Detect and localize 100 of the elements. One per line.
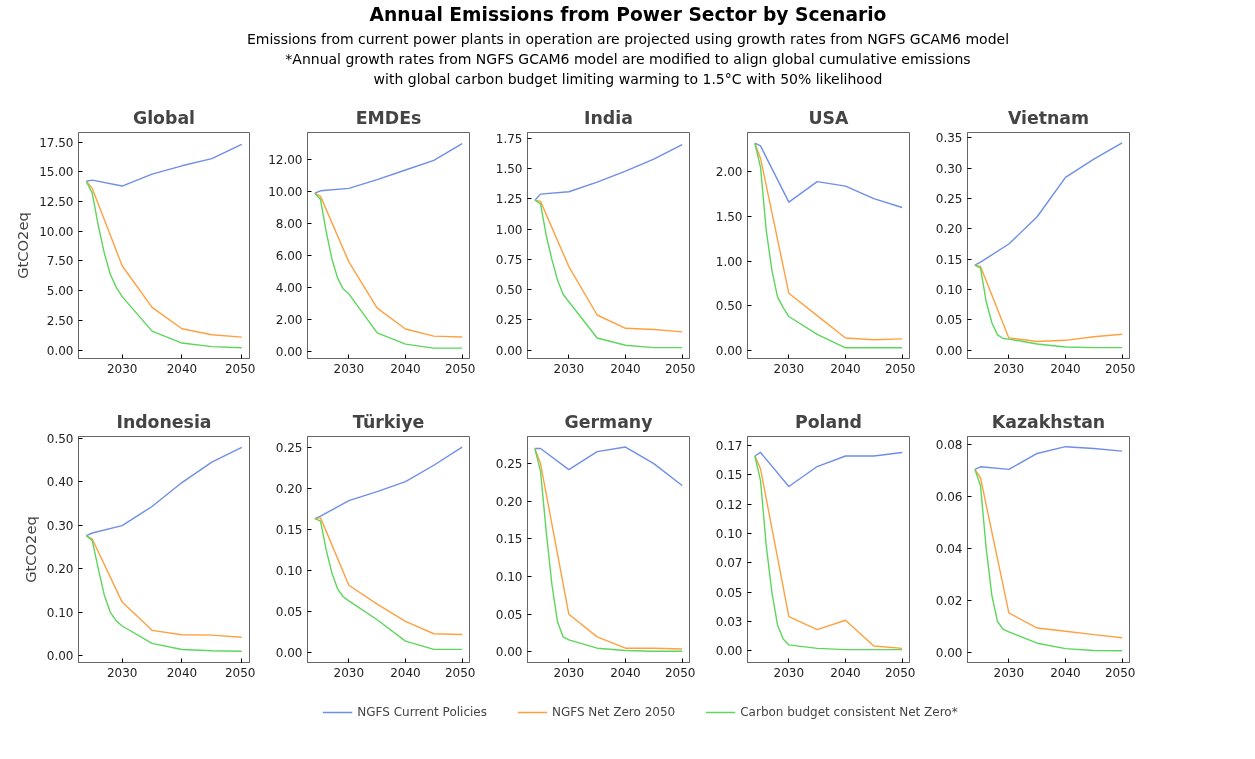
y-tick-label: 6.00	[275, 248, 303, 263]
line-series	[534, 446, 683, 487]
chart-title: Global	[132, 107, 196, 128]
y-tick-label: 1.50	[715, 209, 743, 224]
y-tick-label: 1.00	[715, 254, 743, 269]
y-tick-label: 0.30	[46, 518, 74, 533]
x-tick-label: 2030	[553, 361, 585, 376]
y-tick-label: 0.00	[275, 344, 303, 359]
x-tick-label: 2040	[390, 361, 421, 376]
y-tick-label: 15.00	[39, 165, 74, 180]
y-tick-label: 0.25	[495, 457, 523, 472]
y-tick-label: 0.20	[46, 562, 74, 577]
x-tick-label: 2050	[444, 361, 476, 376]
y-tick-label: 0.35	[935, 131, 963, 146]
y-tick-label: 0.25	[495, 313, 523, 328]
y-tick-label: 0.07	[715, 556, 743, 571]
y-tick-label: 0.17	[715, 438, 743, 453]
chart-title: Vietnam	[1007, 107, 1090, 128]
x-tick-label: 2050	[444, 665, 476, 680]
x-tick-label: 2030	[106, 361, 138, 376]
x-tick-label: 2050	[224, 665, 256, 680]
x-tick-label: 2040	[830, 665, 861, 680]
x-tick-label: 2040	[390, 665, 421, 680]
x-tick-label: 2030	[106, 665, 138, 680]
x-tick-label: 2040	[166, 361, 198, 376]
y-tick-label: 10.00	[39, 224, 74, 239]
y-tick-label: 0.75	[495, 252, 523, 267]
line-series	[974, 445, 1123, 471]
y-tick-label: 1.75	[495, 132, 523, 147]
y-tick-label: 0.04	[935, 541, 963, 556]
y-axis-title: GtCO2eq	[14, 212, 32, 279]
x-tick-label: 2040	[1050, 665, 1081, 680]
x-tick-label: 2030	[333, 361, 365, 376]
y-tick-label: 0.10	[715, 526, 743, 541]
y-tick-label: 0.06	[935, 489, 963, 504]
y-tick-label: 0.50	[46, 431, 74, 446]
chart-title: Germany	[564, 411, 653, 432]
chart-title: USA	[808, 107, 850, 128]
y-tick-label: 0.50	[715, 299, 743, 314]
x-tick-label: 2050	[224, 361, 256, 376]
y-tick-label: 10.00	[268, 185, 303, 200]
y-tick-label: 12.50	[39, 194, 74, 209]
y-tick-label: 0.25	[275, 440, 303, 455]
chart-title: India	[584, 107, 633, 128]
x-tick-label: 2030	[993, 361, 1025, 376]
y-tick-label: 0.10	[495, 570, 523, 585]
legend-label: Carbon budget consistent Net Zero*	[740, 705, 958, 719]
y-tick-label: 0.00	[495, 645, 523, 660]
x-tick-label: 2050	[1104, 665, 1136, 680]
text: Emissions from current power plants in operation are projected using growth rates from NGFS GCAM6 model *Annual growth rates from NGFS GCAM6 model are modified to align global cumulative emissions with global carbon budget limiting warming to 1.5°C with 50% likelihood	[246, 30, 1010, 87]
y-tick-label: 7.50	[46, 254, 74, 269]
y-tick-label: 2.00	[715, 165, 743, 180]
chart-title: Kazakhstan	[991, 411, 1106, 432]
y-tick-label: 0.00	[935, 343, 963, 358]
line-series	[754, 142, 903, 209]
x-tick-label: 2050	[1104, 361, 1136, 376]
y-tick-label: 0.05	[275, 605, 303, 620]
y-tick-label: 5.00	[46, 284, 74, 299]
y-tick-label: 0.00	[275, 646, 303, 661]
x-tick-label: 2040	[610, 361, 641, 376]
y-tick-label: 0.10	[46, 605, 74, 620]
line-series	[314, 142, 463, 194]
y-tick-label: 0.15	[275, 522, 303, 537]
x-tick-label: 2030	[993, 665, 1025, 680]
y-tick-label: 1.00	[495, 222, 523, 237]
y-tick-label: 0.15	[935, 252, 963, 267]
y-tick-label: 0.20	[495, 494, 523, 509]
y-tick-label: 0.03	[715, 614, 743, 629]
y-axis-title: GtCO2eq	[21, 516, 39, 583]
x-tick-label: 2030	[773, 361, 805, 376]
legend-label: NGFS Current Policies	[357, 705, 487, 719]
x-tick-label: 2030	[773, 665, 805, 680]
text: Annual Emissions from Power Sector by Scenario	[369, 3, 887, 25]
line-series	[534, 143, 683, 201]
chart-title: Türkiye	[352, 411, 425, 432]
chart-title: Indonesia	[116, 411, 212, 432]
x-tick-label: 2040	[166, 665, 198, 680]
y-tick-label: 0.08	[935, 437, 963, 452]
legend-label: NGFS Net Zero 2050	[551, 705, 676, 719]
y-tick-label: 0.20	[275, 481, 303, 496]
y-tick-label: 0.15	[715, 468, 743, 483]
chart-title: EMDEs	[355, 107, 422, 128]
x-tick-label: 2050	[884, 361, 916, 376]
y-tick-label: 0.00	[715, 343, 743, 358]
x-tick-label: 2030	[553, 665, 585, 680]
line-series	[85, 446, 243, 537]
y-tick-label: 0.10	[935, 282, 963, 297]
line-series	[974, 142, 1123, 266]
y-tick-label: 1.50	[495, 162, 523, 177]
y-tick-label: 0.10	[275, 563, 303, 578]
y-tick-label: 0.05	[715, 585, 743, 600]
y-tick-label: 0.05	[495, 607, 523, 622]
y-tick-label: 17.50	[39, 135, 74, 150]
y-tick-label: 2.50	[46, 313, 74, 328]
y-tick-label: 8.00	[275, 217, 303, 232]
y-tick-label: 0.02	[935, 594, 963, 609]
y-tick-label: 0.50	[495, 283, 523, 298]
y-tick-label: 0.15	[495, 532, 523, 547]
y-tick-label: 4.00	[275, 280, 303, 295]
y-tick-label: 0.00	[935, 646, 963, 661]
